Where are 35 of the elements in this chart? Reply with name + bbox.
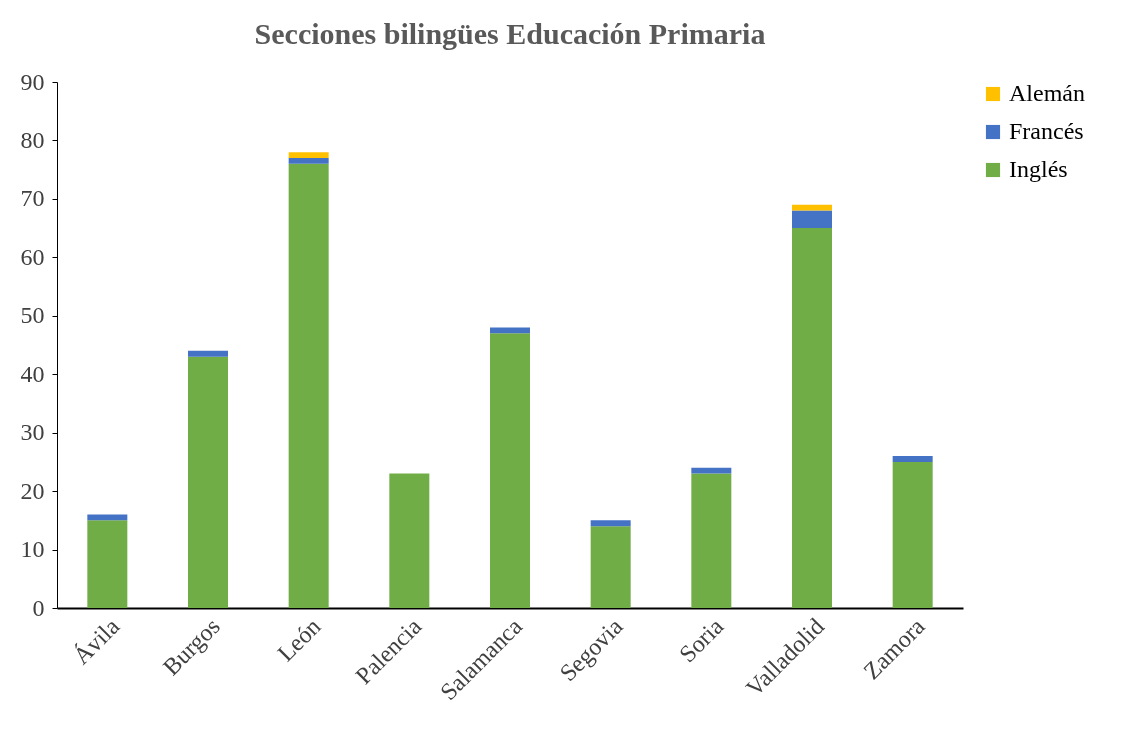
bar xyxy=(288,163,329,608)
bar xyxy=(691,473,732,608)
bar xyxy=(892,461,933,608)
bar xyxy=(188,350,228,357)
bar xyxy=(792,204,832,211)
y-tick-label: 80 xyxy=(20,126,45,153)
bar xyxy=(288,152,329,158)
bar xyxy=(490,327,530,334)
bar xyxy=(590,520,631,527)
bar xyxy=(389,473,430,608)
y-tick-label: 90 xyxy=(20,68,45,95)
y-tick-label: 40 xyxy=(20,360,45,387)
bar xyxy=(590,526,631,608)
y-tick-label: 30 xyxy=(20,419,45,446)
y-tick-label: 70 xyxy=(20,185,45,212)
legend-label: Alemán xyxy=(1009,80,1085,106)
chart-title: Secciones bilingües Educación Primaria xyxy=(254,17,766,50)
x-tick-label: Soria xyxy=(674,612,729,668)
bar xyxy=(892,456,933,462)
y-tick-label: 20 xyxy=(20,477,45,504)
legend-label: Inglés xyxy=(1009,156,1068,182)
y-tick-label: 50 xyxy=(20,302,45,329)
y-tick-label: 60 xyxy=(20,243,45,270)
bar xyxy=(87,520,128,608)
bar xyxy=(490,333,530,608)
y-tick-label: 0 xyxy=(32,594,45,621)
x-tick-label: León xyxy=(272,613,326,667)
bar xyxy=(288,157,329,164)
legend-label: Francés xyxy=(1009,118,1084,144)
bar xyxy=(792,228,832,608)
bar xyxy=(188,356,228,608)
bar xyxy=(792,210,832,229)
bar xyxy=(87,514,128,521)
y-tick-label: 10 xyxy=(20,536,45,563)
bar xyxy=(691,467,732,474)
